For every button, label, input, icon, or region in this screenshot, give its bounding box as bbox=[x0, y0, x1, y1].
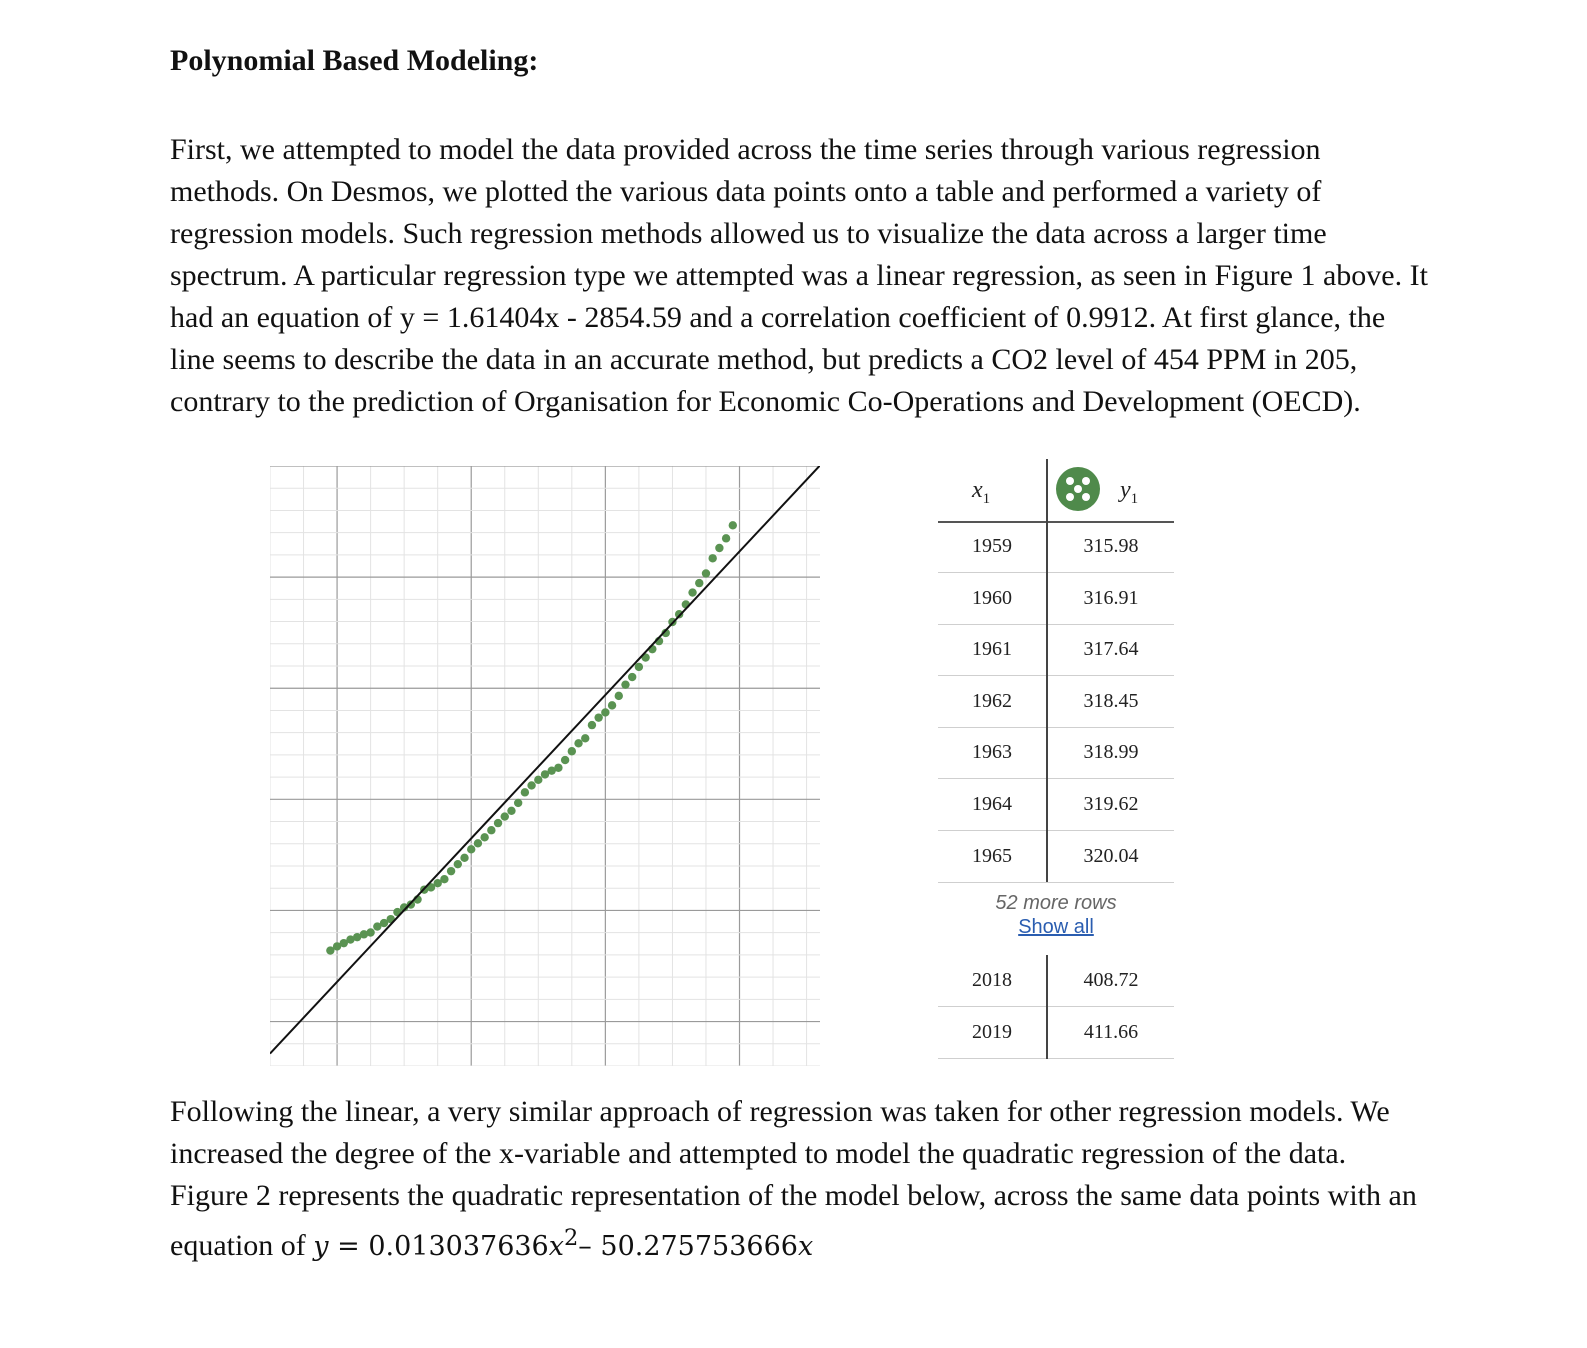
table-row: 1962 318.45 bbox=[938, 676, 1174, 728]
x-cell: 1960 bbox=[972, 586, 1012, 609]
data-point bbox=[440, 875, 449, 884]
data-point bbox=[366, 928, 375, 937]
data-point bbox=[581, 734, 590, 743]
data-point bbox=[728, 521, 738, 530]
data-point bbox=[708, 554, 717, 563]
data-point bbox=[540, 770, 550, 779]
data-point bbox=[433, 879, 442, 888]
y-cell: 320.04 bbox=[1083, 844, 1139, 867]
table-row: 1960 316.91 bbox=[938, 573, 1174, 625]
data-points bbox=[326, 521, 738, 955]
data-point bbox=[527, 781, 536, 790]
data-point bbox=[460, 853, 469, 863]
data-point bbox=[487, 826, 496, 835]
table-row: 2018 408.72 bbox=[938, 955, 1174, 1007]
table-divider bbox=[1046, 521, 1048, 882]
data-point bbox=[346, 935, 355, 944]
data-point bbox=[500, 812, 509, 821]
table-divider bbox=[1046, 955, 1048, 1059]
data-point bbox=[332, 942, 342, 951]
data-point bbox=[661, 628, 670, 638]
table-divider bbox=[1046, 459, 1048, 521]
data-point bbox=[473, 839, 483, 848]
y-column-header: y1 bbox=[1120, 477, 1139, 507]
y-cell: 316.91 bbox=[1083, 586, 1139, 609]
y-cell: 408.72 bbox=[1083, 969, 1139, 991]
data-point bbox=[674, 610, 684, 619]
data-point bbox=[701, 569, 711, 578]
data-point bbox=[560, 755, 570, 765]
table-row: 1964 319.62 bbox=[938, 779, 1174, 831]
y-cell: 318.45 bbox=[1083, 689, 1139, 712]
x-cell: 2019 bbox=[972, 1020, 1012, 1043]
x-cell: 1964 bbox=[972, 793, 1012, 815]
data-point bbox=[467, 845, 476, 854]
data-point bbox=[534, 775, 543, 785]
more-rows-text: 52 more rows bbox=[995, 892, 1117, 914]
data-point bbox=[426, 883, 436, 892]
y-cell: 317.64 bbox=[1083, 638, 1139, 661]
table-row: 1963 318.99 bbox=[938, 727, 1174, 780]
data-point bbox=[627, 672, 637, 682]
x-column-header: x1 bbox=[972, 477, 991, 507]
x-cell: 1959 bbox=[972, 535, 1012, 557]
x-cell: 1961 bbox=[972, 638, 1012, 661]
data-point bbox=[587, 720, 597, 730]
y-cell: 318.99 bbox=[1083, 741, 1139, 764]
data-point bbox=[520, 788, 530, 797]
show-all-link[interactable]: Show all bbox=[1018, 916, 1094, 938]
section-heading: Polynomial Based Modeling: bbox=[170, 44, 539, 77]
data-point bbox=[507, 806, 516, 815]
y-cell: 319.62 bbox=[1083, 793, 1139, 815]
data-point bbox=[614, 691, 623, 701]
data-point bbox=[339, 938, 348, 948]
x-cell: 2018 bbox=[972, 969, 1012, 991]
data-point bbox=[359, 930, 369, 939]
data-point bbox=[513, 798, 523, 808]
x-cell: 1963 bbox=[972, 741, 1012, 764]
x-cell: 1965 bbox=[972, 844, 1012, 867]
data-point bbox=[607, 701, 617, 710]
data-point bbox=[594, 713, 603, 722]
table-row: 1965 320.04 bbox=[938, 831, 1174, 883]
data-point bbox=[352, 932, 362, 942]
data-point bbox=[634, 662, 644, 672]
x-cell: 1962 bbox=[972, 689, 1012, 712]
data-point bbox=[547, 766, 556, 775]
data-point bbox=[601, 708, 610, 717]
point-style-icon[interactable] bbox=[1056, 467, 1100, 511]
data-point bbox=[406, 900, 416, 909]
data-point bbox=[574, 739, 583, 748]
table-row: 1961 317.64 bbox=[938, 624, 1174, 677]
paragraph-quadratic: Following the linear, a very similar app… bbox=[170, 1095, 1417, 1262]
data-point bbox=[493, 818, 503, 828]
table-header: x1 y1 bbox=[938, 459, 1174, 523]
data-point bbox=[326, 946, 335, 955]
data-point bbox=[621, 680, 630, 689]
table-row: 1959 315.98 bbox=[938, 521, 1174, 573]
y-cell: 411.66 bbox=[1083, 1020, 1139, 1043]
regression-graph[interactable] bbox=[270, 466, 820, 1066]
data-point bbox=[379, 918, 389, 928]
data-point bbox=[453, 859, 463, 869]
more-rows-note: 52 more rows Show all bbox=[938, 891, 1174, 939]
data-point bbox=[399, 903, 409, 912]
table-row: 2019 411.66 bbox=[938, 1007, 1174, 1059]
y-cell: 315.98 bbox=[1083, 535, 1139, 557]
data-table: x1 y1 1959 315.98 1960 316.91 1961 317.64 1962… bbox=[938, 459, 1174, 1061]
data-point bbox=[695, 578, 704, 588]
data-point bbox=[373, 922, 382, 931]
data-point bbox=[715, 543, 724, 553]
data-point bbox=[554, 763, 563, 772]
data-point bbox=[480, 833, 489, 842]
graph-grid bbox=[270, 466, 820, 1066]
regression-line bbox=[270, 466, 820, 1055]
data-point bbox=[721, 534, 731, 543]
data-point bbox=[688, 588, 697, 597]
data-point bbox=[446, 866, 456, 876]
quadratic-equation: y = 0.013037636x2– 50.275753666x bbox=[313, 1225, 814, 1262]
data-point bbox=[567, 747, 577, 756]
paragraph-linear: First, we attempted to model the data pr… bbox=[170, 133, 1428, 418]
